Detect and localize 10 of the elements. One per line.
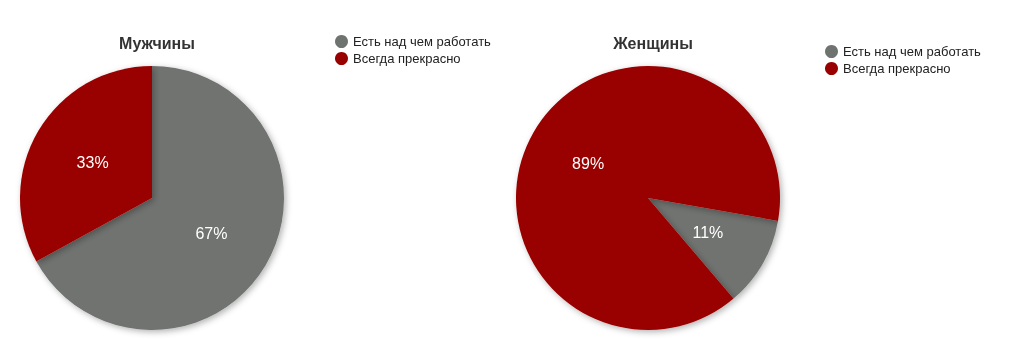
legend-label: Есть над чем работать <box>843 44 982 59</box>
chart-title: Женщины <box>612 34 693 52</box>
data-label: 89% <box>572 155 605 173</box>
chart-title: Мужчины <box>119 34 195 52</box>
data-label: 33% <box>76 154 109 172</box>
data-label: 67% <box>195 224 228 242</box>
legend-label: Есть над чем работать <box>353 34 492 49</box>
legend-label: Всегда прекрасно <box>843 61 951 76</box>
data-label: 11% <box>692 223 724 241</box>
legend-label: Всегда прекрасно <box>353 51 461 66</box>
